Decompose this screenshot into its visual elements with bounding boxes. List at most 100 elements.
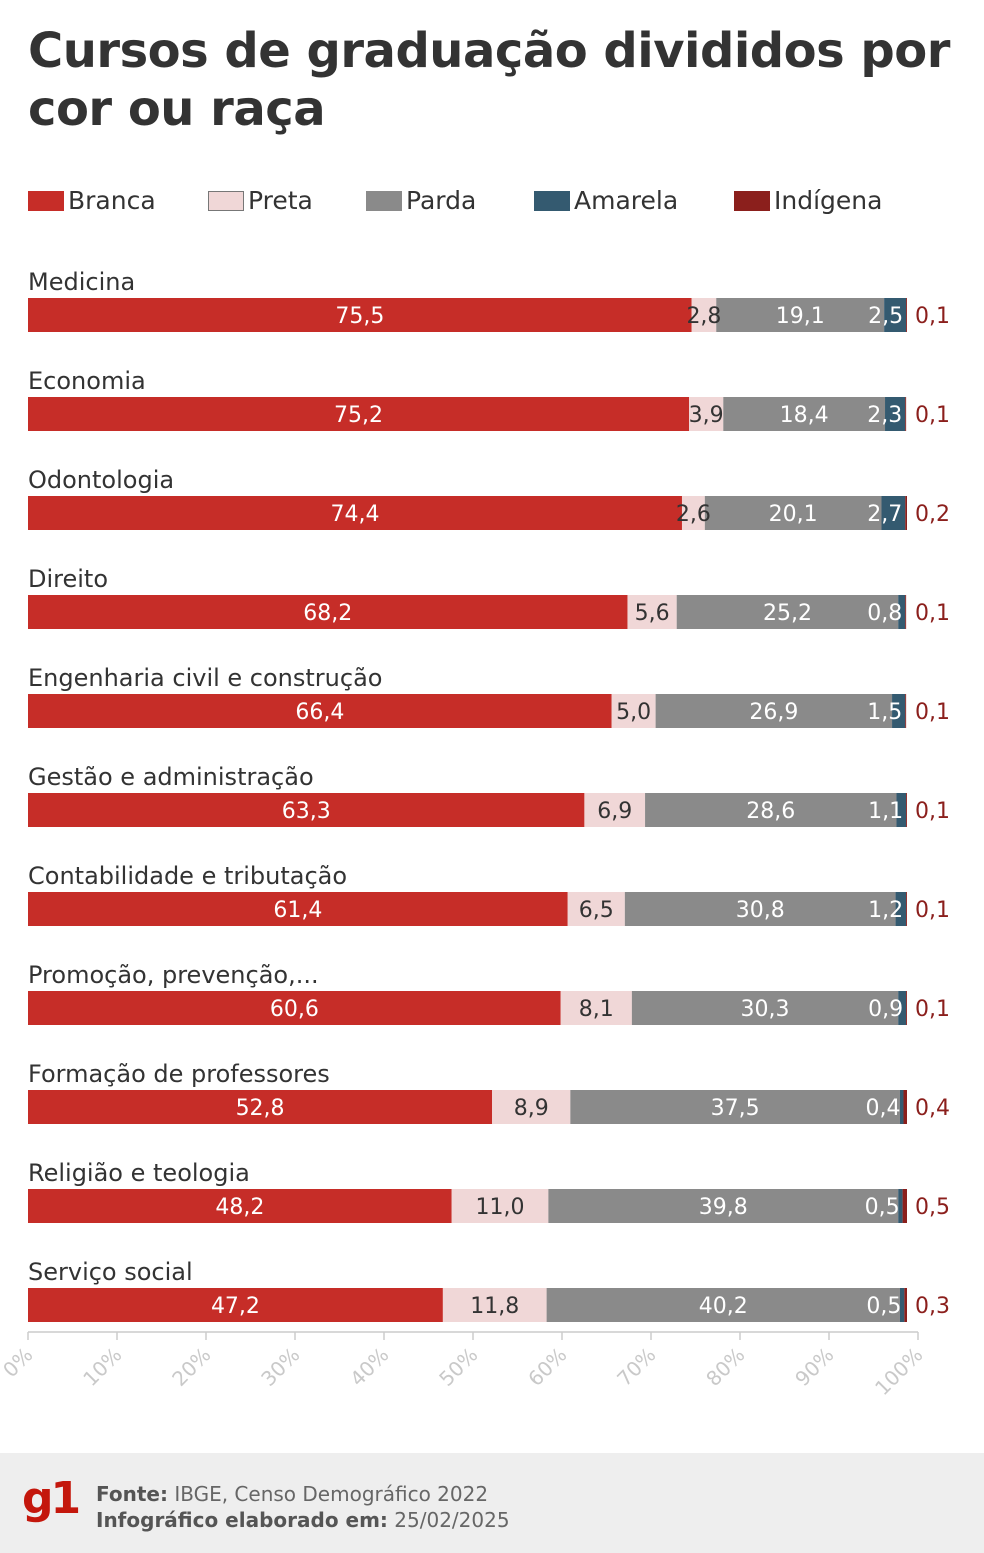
data-label-preta: 11,8: [470, 1294, 519, 1319]
bar-preta: [560, 991, 632, 1025]
category-label: Religião e teologia: [28, 1159, 250, 1187]
legend-swatch-amarela: [534, 190, 570, 211]
footer: g1 Fonte: IBGE, Censo Demográfico 2022 I…: [0, 1453, 984, 1553]
data-label-branca: 68,2: [303, 601, 352, 626]
legend-item-amarela: Amarela: [534, 186, 678, 215]
x-tick-label: 90%: [790, 1343, 838, 1391]
data-label-parda: 37,5: [711, 1096, 760, 1121]
bar-branca: [28, 595, 628, 629]
bar-parda: [676, 595, 899, 629]
bar-indigena: [904, 1288, 907, 1322]
data-label-branca: 75,5: [335, 304, 384, 329]
x-tick-label: 70%: [612, 1343, 660, 1391]
bar-branca: [28, 298, 692, 332]
bar-preta: [689, 397, 724, 431]
category-label: Engenharia civil e construção: [28, 664, 382, 692]
data-label-amarela: 1,1: [868, 799, 903, 824]
data-label-indigena: 0,1: [915, 700, 950, 725]
g1-logo: g1: [22, 1473, 81, 1524]
data-label-preta: 11,0: [476, 1195, 525, 1220]
bar-parda: [570, 1090, 900, 1124]
bar-parda: [631, 991, 899, 1025]
category-label: Contabilidade e tributação: [28, 862, 347, 890]
data-label-indigena: 0,1: [915, 601, 950, 626]
bar-amarela: [885, 397, 906, 431]
x-tick-label: 30%: [256, 1343, 304, 1391]
legend-label-preta: Preta: [248, 186, 313, 215]
legend-swatch-indigena: [734, 190, 770, 211]
bar-branca: [28, 397, 690, 431]
bar-indigena: [906, 793, 907, 827]
bar-parda: [548, 1189, 899, 1223]
bar-indigena: [906, 892, 907, 926]
bar-amarela: [881, 496, 906, 530]
data-label-branca: 75,2: [334, 403, 383, 428]
bar-preta: [492, 1090, 571, 1124]
bar-amarela: [892, 694, 906, 728]
data-label-amarela: 2,5: [868, 304, 903, 329]
bar-preta: [442, 1288, 547, 1322]
bar-parda: [716, 298, 885, 332]
data-label-preta: 5,0: [616, 700, 651, 725]
bar-preta: [567, 892, 625, 926]
data-label-parda: 30,3: [741, 997, 790, 1022]
data-label-branca: 66,4: [295, 700, 344, 725]
data-label-parda: 40,2: [699, 1294, 748, 1319]
data-label-preta: 6,5: [579, 898, 614, 923]
category-label: Gestão e administração: [28, 763, 314, 791]
bar-preta: [611, 694, 656, 728]
source-block: Fonte: IBGE, Censo Demográfico 2022 Info…: [96, 1481, 510, 1533]
category-label: Promoção, prevenção,...: [28, 961, 319, 989]
data-label-preta: 2,6: [676, 502, 711, 527]
legend-item-indigena: Indígena: [734, 186, 882, 215]
legend-label-parda: Parda: [406, 186, 477, 215]
bar-branca: [28, 1189, 452, 1223]
data-label-amarela: 1,5: [867, 700, 902, 725]
data-label-indigena: 0,1: [915, 997, 950, 1022]
data-label-indigena: 0,5: [915, 1195, 950, 1220]
legend-label-branca: Branca: [68, 186, 156, 215]
bar-amarela: [898, 991, 907, 1025]
bar-indigena: [905, 595, 907, 629]
bar-indigena: [903, 1090, 907, 1124]
bar-parda: [704, 496, 882, 530]
x-tick-label: 0%: [0, 1343, 38, 1382]
legend-label-indigena: Indígena: [774, 186, 883, 215]
bar-parda: [645, 793, 897, 827]
data-label-indigena: 0,1: [915, 403, 950, 428]
data-label-branca: 47,2: [211, 1294, 260, 1319]
data-label-indigena: 0,1: [915, 799, 950, 824]
legend-item-parda: Parda: [366, 186, 476, 215]
data-label-amarela: 0,8: [867, 601, 902, 626]
legend-label-amarela: Amarela: [574, 186, 679, 215]
data-label-parda: 30,8: [736, 898, 785, 923]
data-label-parda: 19,1: [776, 304, 825, 329]
data-label-parda: 25,2: [763, 601, 812, 626]
data-label-branca: 48,2: [215, 1195, 264, 1220]
bar-indigena: [905, 397, 907, 431]
data-label-indigena: 0,1: [915, 898, 950, 923]
data-label-preta: 6,9: [597, 799, 632, 824]
stacked-bar-chart: Medicina 75,5 2,8 19,1 2,5 0,1 Economia 75,2 3,9…: [0, 268, 950, 1400]
date-line: Infográfico elaborado em: 25/02/2025: [96, 1507, 510, 1533]
bar-branca: [28, 496, 682, 530]
data-label-preta: 3,9: [689, 403, 724, 428]
data-label-parda: 18,4: [780, 403, 829, 428]
bar-preta: [451, 1189, 549, 1223]
bar-preta: [691, 298, 717, 332]
data-label-amarela: 2,7: [867, 502, 902, 527]
data-label-indigena: 0,3: [915, 1294, 950, 1319]
bar-indigena: [905, 496, 907, 530]
x-tick-label: 60%: [523, 1343, 571, 1391]
data-label-amarela: 0,9: [868, 997, 903, 1022]
data-label-branca: 74,4: [330, 502, 379, 527]
chart-title: Cursos de graduação divididos por cor ou…: [28, 23, 950, 137]
date-label: Infográfico elaborado em:: [96, 1508, 388, 1532]
x-tick-label: 100%: [870, 1343, 927, 1400]
bar-indigena: [902, 1189, 907, 1223]
bar-parda: [624, 892, 896, 926]
data-label-preta: 8,9: [514, 1096, 549, 1121]
category-label: Serviço social: [28, 1258, 193, 1286]
data-label-amarela: 0,4: [865, 1096, 900, 1121]
data-label-amarela: 0,5: [865, 1195, 900, 1220]
